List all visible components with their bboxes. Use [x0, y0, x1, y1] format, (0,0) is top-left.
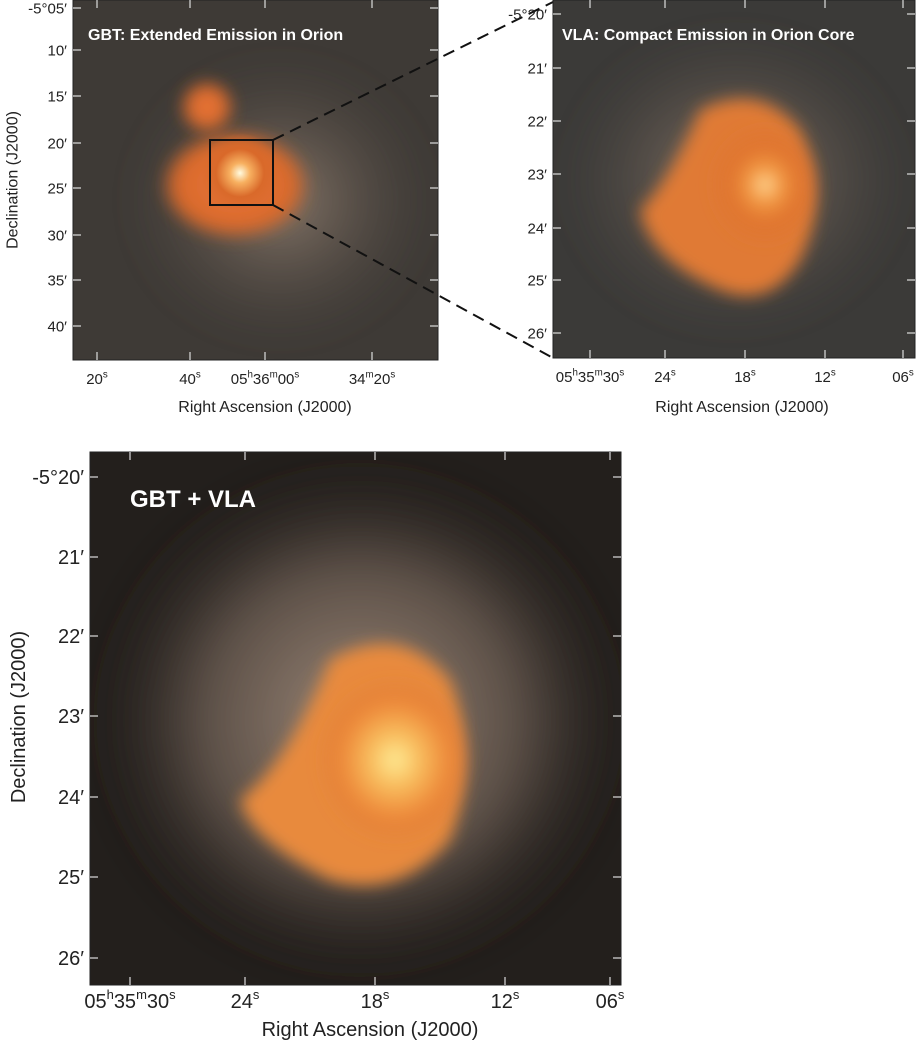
y-tick-label: -5°20′ — [32, 467, 84, 489]
unit-superscript: s — [671, 367, 676, 378]
y-tick-label: 21′ — [528, 60, 548, 77]
tick-number: 05 — [231, 371, 248, 388]
tick-number: 12 — [491, 991, 513, 1013]
unit-superscript: s — [383, 987, 390, 1002]
y-tick-label: 25′ — [58, 867, 84, 889]
x-axis-label: Right Ascension (J2000) — [262, 1019, 479, 1041]
x-tick-label: 12s — [491, 987, 520, 1013]
y-tick-label: -5°05′ — [28, 0, 67, 17]
y-tick-label: 20′ — [48, 135, 68, 152]
x-tick-label: 40s — [179, 369, 201, 388]
tick-number: 40 — [179, 371, 196, 388]
tick-number: 18 — [361, 991, 383, 1013]
panel-title: GBT: Extended Emission in Orion — [88, 27, 343, 44]
tick-number: 05 — [84, 991, 106, 1013]
tick-number: 06 — [892, 369, 909, 386]
panel-title: GBT + VLA — [130, 486, 256, 513]
y-tick-label: 10′ — [48, 42, 68, 59]
tick-number: 35 — [114, 991, 136, 1013]
unit-superscript: s — [169, 987, 176, 1002]
y-tick-label: 26′ — [58, 948, 84, 970]
x-tick-label: 20s — [86, 369, 108, 388]
unit-superscript: s — [513, 987, 520, 1002]
tick-number: 24 — [231, 991, 253, 1013]
gbt-image — [73, 0, 438, 360]
panel-title: VLA: Compact Emission in Orion Core — [562, 27, 855, 44]
y-tick-label: -5°20′ — [508, 6, 547, 23]
unit-superscript: s — [618, 987, 625, 1002]
y-tick-label: 35′ — [48, 272, 68, 289]
tick-number: 20 — [86, 371, 103, 388]
zoom-box — [209, 139, 274, 206]
y-tick-label: 40′ — [48, 318, 68, 335]
unit-superscript: h — [107, 987, 114, 1002]
y-axis-label: Declination (J2000) — [8, 631, 30, 803]
unit-superscript: s — [390, 369, 395, 380]
y-tick-label: 24′ — [528, 220, 548, 237]
y-tick-label: 22′ — [58, 626, 84, 648]
x-tick-label: 12s — [814, 367, 836, 386]
unit-superscript: h — [572, 367, 577, 378]
tick-number: 18 — [734, 369, 751, 386]
x-tick-label: 05h36m00s — [231, 369, 300, 388]
tick-number: 24 — [654, 369, 671, 386]
unit-superscript: s — [619, 367, 624, 378]
x-tick-label: 06s — [892, 367, 914, 386]
unit-superscript: s — [196, 369, 201, 380]
unit-superscript: h — [247, 369, 252, 380]
y-tick-label: 30′ — [48, 227, 68, 244]
y-tick-label: 24′ — [58, 787, 84, 809]
x-tick-label: 24s — [231, 987, 260, 1013]
unit-superscript: s — [294, 369, 299, 380]
unit-superscript: m — [366, 369, 374, 380]
x-tick-label: 18s — [734, 367, 756, 386]
x-tick-label: 34m20s — [349, 369, 396, 388]
image-frame — [72, 0, 439, 361]
y-axis-label: Declination (J2000) — [5, 111, 22, 249]
combined-image — [90, 452, 621, 985]
x-tick-label: 05h35m30s — [84, 987, 176, 1013]
image-frame — [552, 0, 916, 359]
y-tick-label: 15′ — [48, 88, 68, 105]
unit-superscript: m — [595, 367, 603, 378]
image-frame — [89, 451, 622, 986]
unit-superscript: m — [136, 987, 147, 1002]
unit-superscript: m — [270, 369, 278, 380]
tick-number: 30 — [603, 369, 620, 386]
y-tick-label: 25′ — [528, 272, 548, 289]
tick-number: 36 — [253, 371, 270, 388]
tick-number: 20 — [374, 371, 391, 388]
x-axis-label: Right Ascension (J2000) — [655, 399, 828, 416]
tick-number: 00 — [278, 371, 295, 388]
unit-superscript: s — [909, 367, 914, 378]
unit-superscript: s — [103, 369, 108, 380]
y-tick-label: 23′ — [58, 706, 84, 728]
zoom-line — [272, 1, 554, 141]
x-tick-label: 18s — [361, 987, 390, 1013]
tick-number: 30 — [147, 991, 169, 1013]
x-tick-label: 05h35m30s — [556, 367, 625, 386]
tick-number: 06 — [596, 991, 618, 1013]
x-tick-label: 24s — [654, 367, 676, 386]
tick-number: 05 — [556, 369, 573, 386]
unit-superscript: s — [831, 367, 836, 378]
unit-superscript: s — [253, 987, 260, 1002]
y-tick-label: 26′ — [528, 325, 548, 342]
x-tick-label: 06s — [596, 987, 625, 1013]
y-tick-label: 22′ — [528, 113, 548, 130]
y-tick-label: 21′ — [58, 547, 84, 569]
y-tick-label: 23′ — [528, 166, 548, 183]
tick-number: 34 — [349, 371, 366, 388]
vla-image — [553, 0, 915, 358]
y-tick-label: 25′ — [48, 180, 68, 197]
zoom-line — [272, 204, 554, 359]
tick-number: 12 — [814, 369, 831, 386]
tick-number: 35 — [578, 369, 595, 386]
unit-superscript: s — [751, 367, 756, 378]
x-axis-label: Right Ascension (J2000) — [178, 399, 351, 416]
